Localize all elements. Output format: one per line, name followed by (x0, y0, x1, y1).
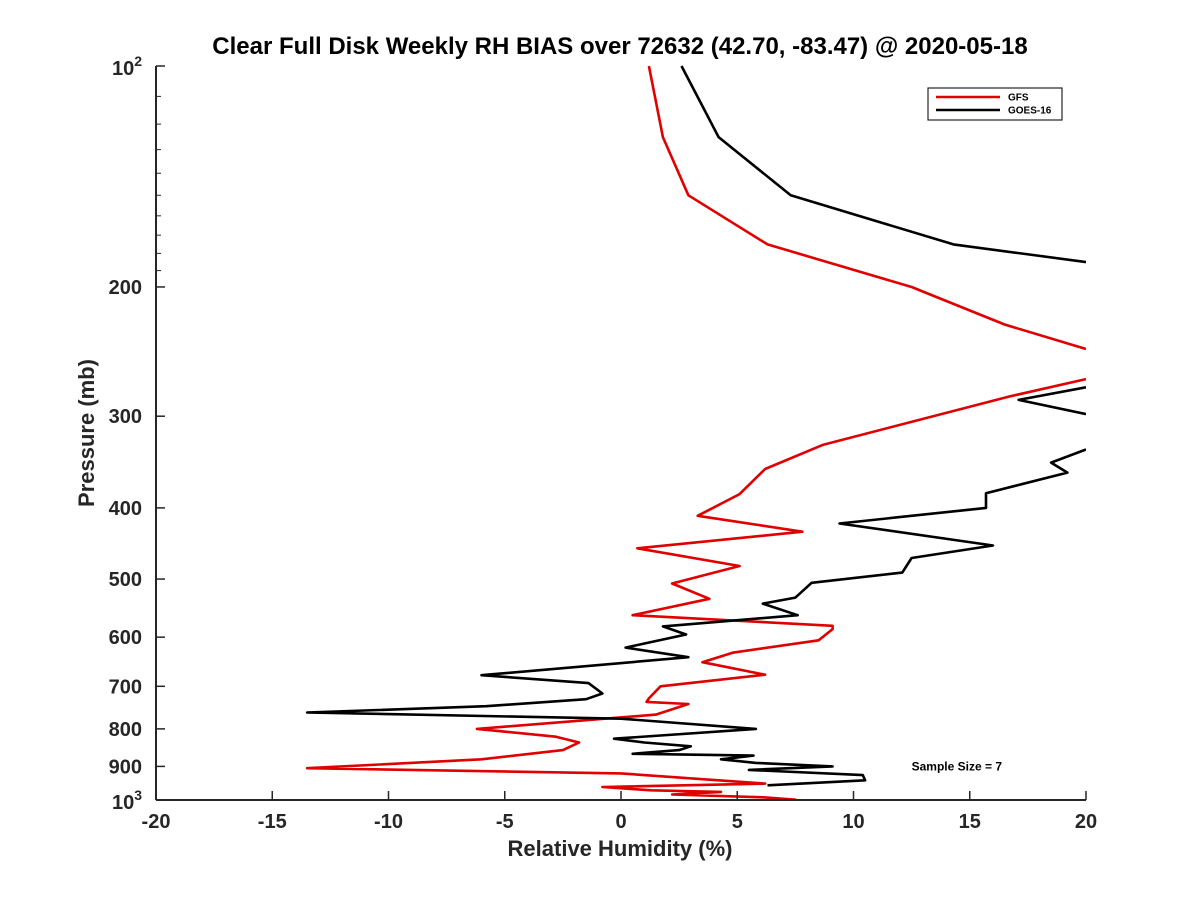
annotation-layer: Sample Size = 7 (912, 759, 1003, 773)
ticks-layer: -20 -15 -10 -5 0 5 10 15 20 200 300 400 500 600 700 800… (109, 53, 1098, 833)
legend-box (927, 87, 1063, 121)
y-tick-label: 700 (109, 676, 142, 698)
y-tick-label: 200 (109, 277, 142, 299)
y-tick-label: 600 (109, 627, 142, 649)
series-layer (305, 65, 1086, 801)
series-line-gfs-seg-2 (305, 377, 1086, 801)
x-tick-label: -20 (142, 811, 171, 833)
x-tick-label: 0 (615, 811, 626, 833)
legend: GFS GOES-16 (927, 87, 1063, 121)
y-tick-label: 300 (109, 406, 142, 428)
sample-size-annotation: Sample Size = 7 (912, 759, 1003, 773)
x-axis-label: Relative Humidity (%) (508, 836, 733, 861)
x-tick-label: 15 (959, 811, 981, 833)
y-tick-label-top: 102 (112, 53, 142, 80)
chart-title: Clear Full Disk Weekly RH BIAS over 7263… (212, 33, 1027, 60)
series-line-goes-16-seg-1 (680, 65, 1086, 264)
legend-label: GOES-16 (1008, 106, 1052, 117)
x-tick-label: 20 (1075, 811, 1097, 833)
x-tick-label: 5 (732, 811, 743, 833)
legend-label: GFS (1008, 93, 1029, 104)
y-tick-label: 500 (109, 569, 142, 591)
series-line-goes-16-seg-2 (1017, 386, 1086, 416)
x-tick-label: -10 (374, 811, 403, 833)
y-tick-label: 900 (109, 756, 142, 778)
y-axis-label: Pressure (mb) (74, 359, 99, 507)
y-tick-label-bottom: 103 (112, 787, 142, 814)
x-tick-label: 10 (842, 811, 864, 833)
series-line-gfs-seg-1 (647, 65, 1086, 351)
x-tick-label: -5 (496, 811, 514, 833)
x-tick-label: -15 (258, 811, 287, 833)
series-line-goes-16-seg-3 (305, 448, 1086, 787)
y-tick-label: 400 (109, 498, 142, 520)
y-tick-label: 800 (109, 719, 142, 741)
